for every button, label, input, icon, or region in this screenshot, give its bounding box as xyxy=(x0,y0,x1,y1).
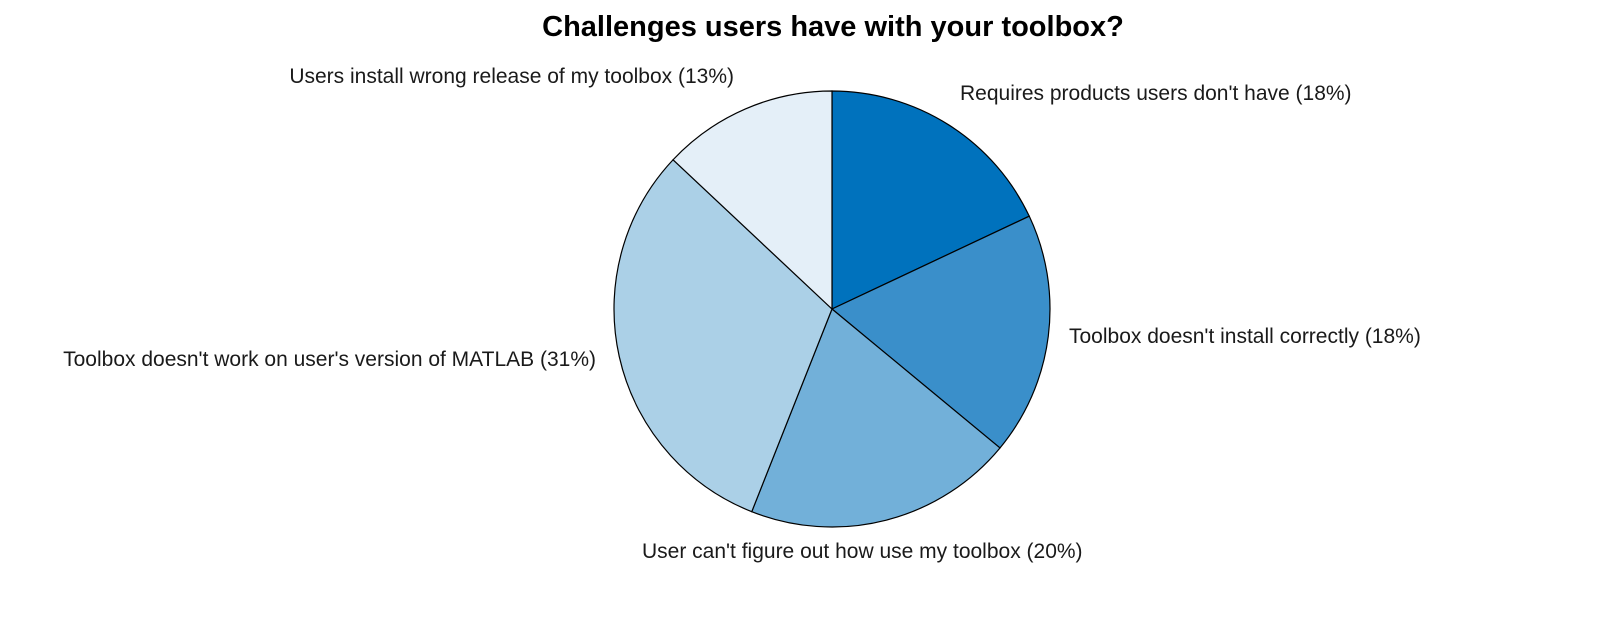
slice-label: User can't figure out how use my toolbox… xyxy=(642,540,1083,563)
slice-label: Toolbox doesn't install correctly (18%) xyxy=(1069,325,1421,348)
pie-slices xyxy=(613,90,1051,528)
chart-title: Challenges users have with your toolbox? xyxy=(542,11,1124,43)
slice-label: Toolbox doesn't work on user's version o… xyxy=(63,348,596,371)
pie-slice xyxy=(830,215,1051,449)
pie-slice xyxy=(831,90,1031,310)
pie-slice xyxy=(672,90,833,311)
pie-slice xyxy=(750,308,1001,528)
pie-labels: Requires products users don't have (18%)… xyxy=(63,65,1421,563)
slice-label: Requires products users don't have (18%) xyxy=(960,82,1352,105)
slice-label: Users install wrong release of my toolbo… xyxy=(289,65,734,88)
pie-slice xyxy=(613,158,833,513)
